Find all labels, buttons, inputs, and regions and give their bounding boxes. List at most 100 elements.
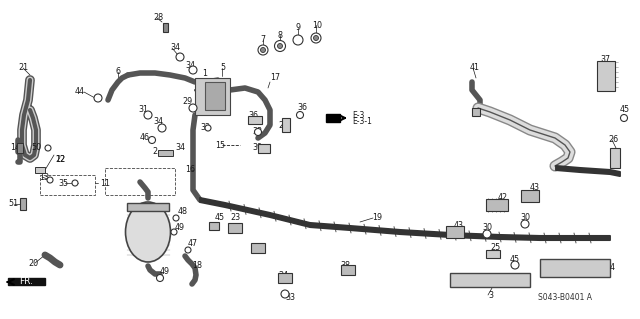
Text: 42: 42 [498,194,508,203]
Circle shape [281,290,289,298]
Text: FR.: FR. [19,278,33,286]
Circle shape [185,247,191,253]
Text: 15: 15 [215,140,225,150]
Circle shape [157,275,163,281]
Bar [228,223,242,233]
Text: 47: 47 [188,240,198,249]
Text: 17: 17 [270,73,280,83]
Text: 51: 51 [8,199,18,209]
Bar [127,203,169,211]
Bar [282,118,290,132]
Polygon shape [195,78,230,115]
Circle shape [171,229,177,235]
Text: 44: 44 [75,87,85,97]
Text: 19: 19 [372,213,382,222]
Text: 2: 2 [152,147,157,157]
Circle shape [72,180,78,186]
Text: 18: 18 [192,261,202,270]
Circle shape [148,137,156,144]
Text: 22: 22 [55,155,65,165]
Circle shape [275,41,285,51]
Circle shape [189,104,197,112]
Text: 45: 45 [510,256,520,264]
Circle shape [260,48,266,53]
Circle shape [158,124,166,132]
Text: 4: 4 [610,263,615,272]
Text: 10: 10 [312,20,322,29]
Text: 48: 48 [178,207,188,217]
Text: 46: 46 [140,133,150,143]
Text: 3: 3 [488,291,493,300]
Text: 49: 49 [175,224,185,233]
Circle shape [258,45,268,55]
Circle shape [314,35,319,41]
Text: 41: 41 [470,63,480,72]
Text: 29: 29 [182,98,192,107]
Text: 9: 9 [295,24,300,33]
Text: 8: 8 [278,31,283,40]
Text: 20: 20 [28,258,38,268]
Text: 26: 26 [608,136,618,145]
Polygon shape [326,114,340,122]
Circle shape [45,145,51,151]
Text: 27: 27 [278,121,288,130]
Polygon shape [205,82,225,110]
Circle shape [189,66,197,74]
Text: 21: 21 [18,63,28,72]
Bar [540,259,610,277]
Circle shape [205,125,211,131]
Circle shape [296,112,303,118]
Text: 7: 7 [260,35,265,44]
Text: S043-B0401 A: S043-B0401 A [538,293,592,302]
Bar [597,61,615,91]
Bar [35,167,45,173]
Ellipse shape [125,202,170,262]
Text: 37: 37 [600,56,610,64]
Text: 34: 34 [175,144,185,152]
Text: 36: 36 [248,110,258,120]
Text: 6: 6 [115,68,120,77]
Circle shape [483,230,491,238]
Text: 35: 35 [58,179,68,188]
Text: 5: 5 [220,63,225,72]
Bar [40,175,95,195]
Text: 36: 36 [297,103,307,113]
Bar [446,226,464,238]
Text: 31: 31 [138,106,148,115]
Bar [163,23,168,32]
Circle shape [521,220,529,228]
Bar [341,265,355,275]
Text: 33: 33 [252,128,262,137]
Bar [486,199,508,211]
Text: 34: 34 [153,117,163,127]
Circle shape [311,33,321,43]
Text: 40: 40 [255,248,265,256]
Bar [209,222,219,230]
Circle shape [293,35,303,45]
Bar [472,108,480,116]
Text: 25: 25 [490,243,500,253]
Bar [450,273,530,287]
Circle shape [173,215,179,221]
Bar [17,143,23,153]
Bar [248,116,262,124]
Bar [258,144,270,152]
Circle shape [144,111,152,119]
Bar [278,273,292,283]
Circle shape [255,129,262,136]
Text: 24: 24 [278,271,288,279]
Text: 43: 43 [530,183,540,192]
Bar [20,198,26,210]
Text: 34: 34 [170,43,180,53]
Bar [521,190,539,202]
Text: 32: 32 [200,123,210,132]
Text: 38: 38 [340,261,350,270]
Bar [157,150,173,156]
Bar [610,148,620,168]
Bar [251,243,265,253]
Text: 43: 43 [454,220,464,229]
Polygon shape [8,278,45,285]
Text: E-3-1: E-3-1 [352,117,372,127]
Text: 49: 49 [160,268,170,277]
Text: 34: 34 [185,61,195,70]
